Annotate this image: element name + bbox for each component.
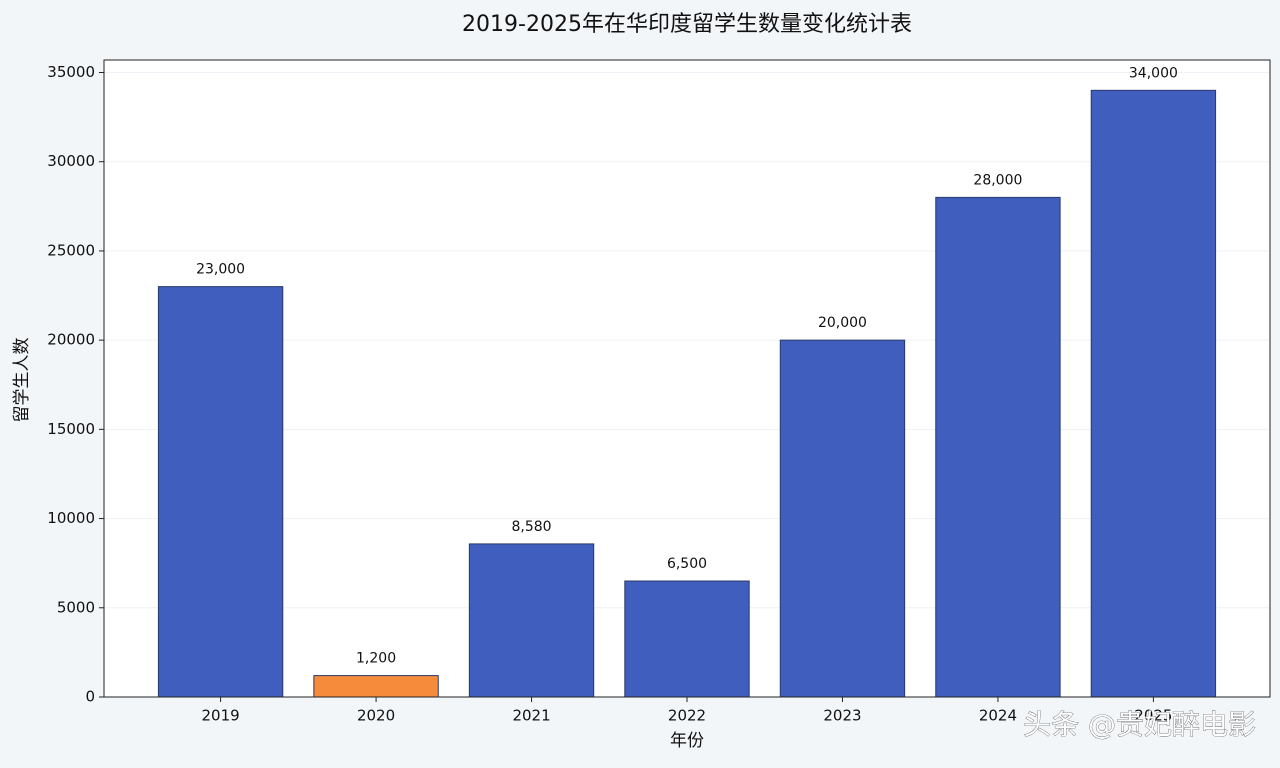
- y-tick-label: 35000: [47, 63, 95, 81]
- data-label: 34,000: [1129, 65, 1178, 81]
- x-axis-label: 年份: [670, 731, 704, 751]
- y-tick-label: 20000: [47, 331, 95, 349]
- y-axis-label: 留学生人数: [12, 338, 32, 423]
- y-tick-label: 30000: [47, 152, 95, 170]
- y-tick-label: 10000: [47, 509, 95, 527]
- y-tick-label: 15000: [47, 420, 95, 438]
- data-label: 1,200: [356, 651, 396, 667]
- x-tick-label: 2021: [512, 707, 550, 725]
- x-tick-label: 2020: [357, 707, 395, 725]
- x-tick-label: 2024: [979, 707, 1017, 725]
- chart-title: 2019-2025年在华印度留学生数量变化统计表: [462, 12, 912, 37]
- x-tick-label: 2019: [202, 707, 240, 725]
- bar: [624, 580, 750, 698]
- x-tick-label: 2022: [668, 707, 706, 725]
- plot-frame: [103, 59, 1271, 698]
- y-tick-label: 0: [85, 688, 95, 706]
- x-tick-label: 2025: [1134, 707, 1172, 725]
- data-label: 28,000: [973, 172, 1022, 188]
- data-label: 23,000: [196, 262, 245, 278]
- bar: [313, 675, 439, 698]
- x-tick-label: 2023: [823, 707, 861, 725]
- bar: [935, 196, 1061, 698]
- bar: [468, 543, 595, 698]
- y-tick-label: 5000: [57, 598, 95, 616]
- bar: [157, 286, 284, 698]
- data-label: 6,500: [667, 556, 707, 572]
- data-label: 20,000: [818, 315, 867, 331]
- bar: [1090, 89, 1217, 698]
- watermark: 头条 @贵妃醉电影: [1023, 708, 1256, 741]
- y-tick-label: 25000: [47, 241, 95, 259]
- bar: [779, 339, 906, 698]
- data-label: 8,580: [511, 519, 551, 535]
